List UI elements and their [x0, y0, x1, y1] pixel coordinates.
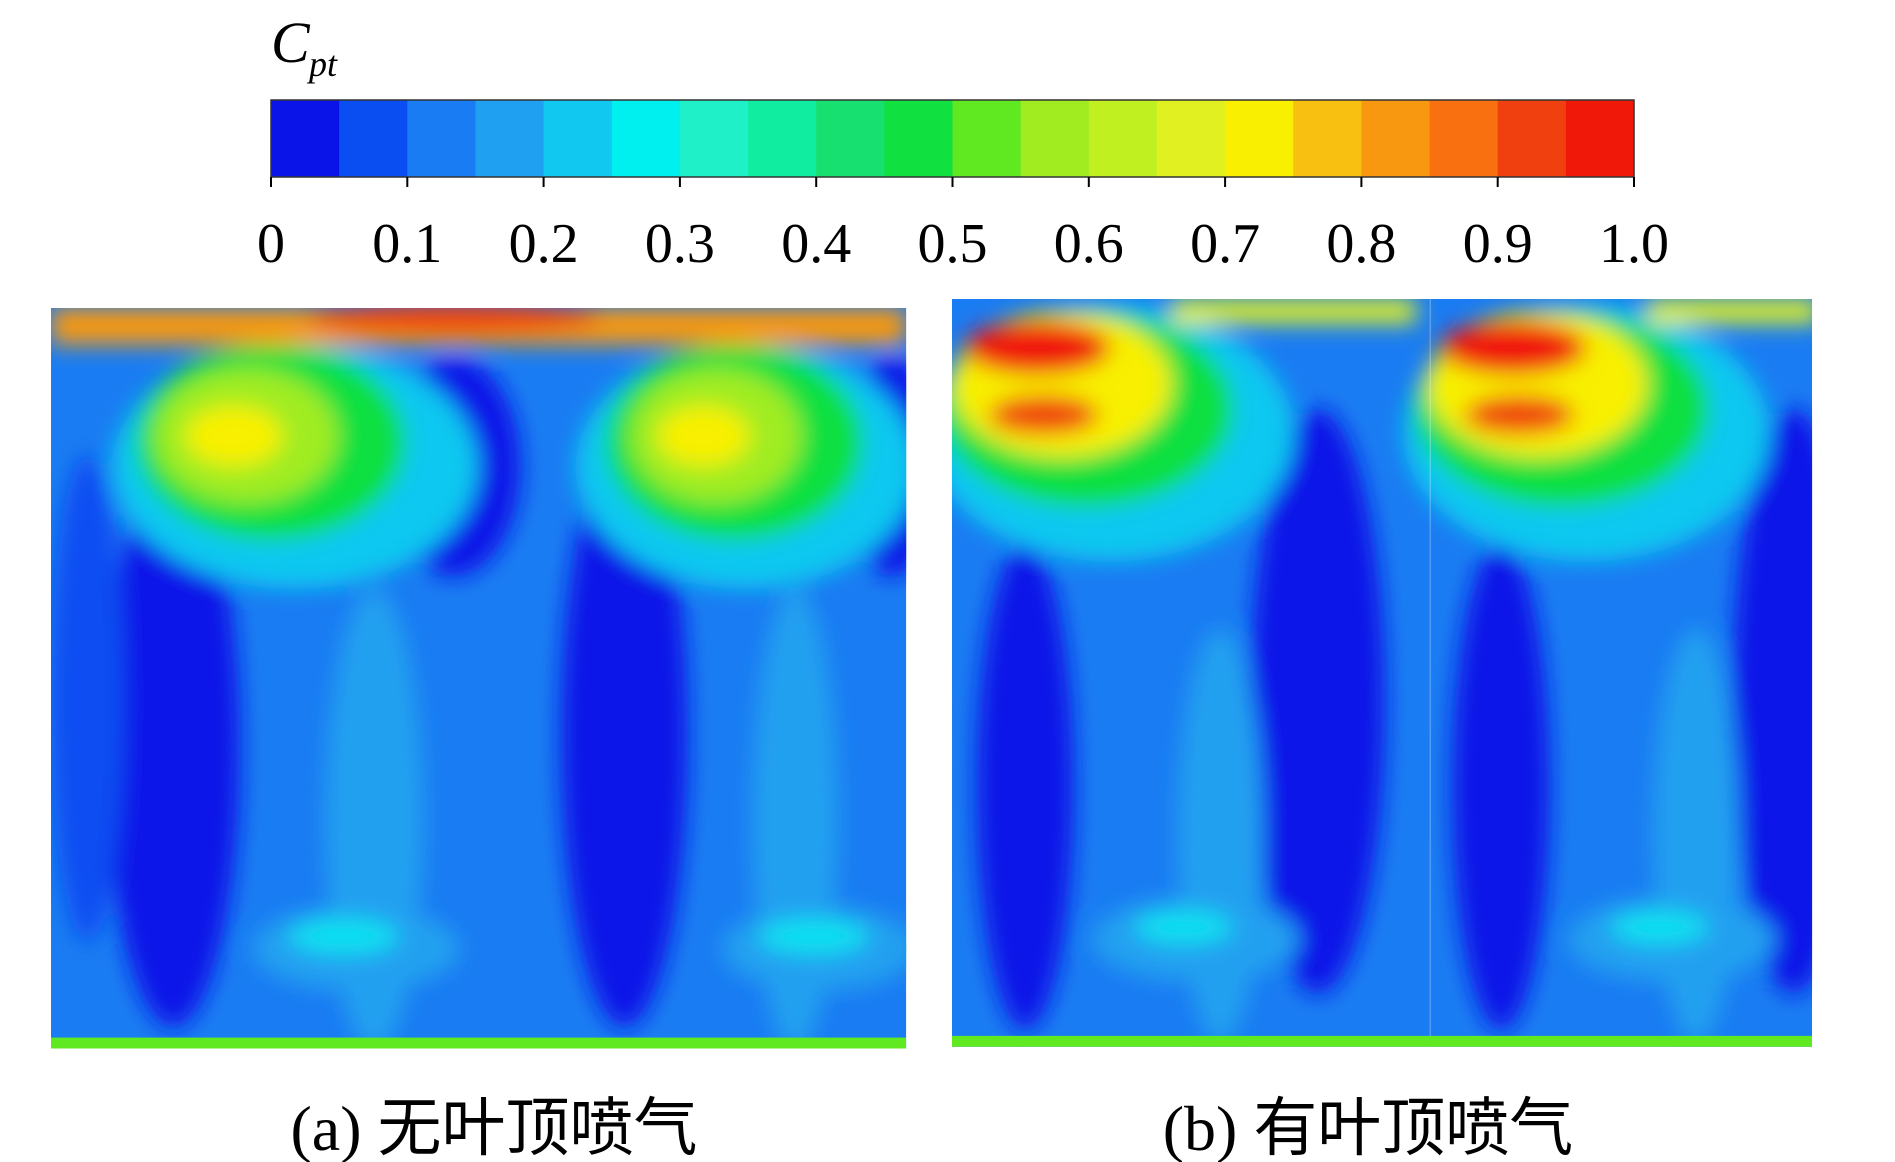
tick-label: 0.5 [918, 213, 988, 275]
colorbar-band [748, 100, 817, 177]
colorbar-band [1156, 100, 1226, 177]
colorbar-band [339, 100, 408, 177]
contour-panel-a [51, 308, 907, 1049]
colorbar-band [952, 100, 1022, 177]
contour-panel-b [952, 299, 1813, 1047]
colorbar-band [816, 100, 885, 177]
colorbar-band [1497, 100, 1567, 177]
colorbar-band [1088, 100, 1158, 177]
tick-label: 0.2 [509, 213, 579, 275]
tick-label: 0.4 [781, 213, 851, 275]
tick-label: 0.1 [372, 213, 442, 275]
colorbar: 0 0.1 0.2 0.3 0.4 0.5 0.6 0.7 0.8 0.9 1.0 [257, 99, 1669, 275]
tick-label: 0.9 [1463, 213, 1533, 275]
panel-caption: (b) 有叶顶喷气 [1163, 1093, 1574, 1162]
colorbar-band [543, 100, 613, 177]
colorbar-band [611, 100, 681, 177]
tick-label: 0.8 [1326, 213, 1396, 275]
colorbar-band [271, 100, 340, 177]
colorbar-band [1429, 100, 1499, 177]
colorbar-band [475, 100, 545, 177]
colorbar-band [679, 100, 749, 177]
tick-label: 0 [257, 213, 285, 275]
tick-label: 0.6 [1054, 213, 1124, 275]
colorbar-band [884, 100, 953, 177]
tick-label: 0.3 [645, 213, 715, 275]
colorbar-band [1361, 100, 1431, 177]
colorbar-band [1225, 100, 1294, 177]
colorbar-band [1020, 100, 1090, 177]
colorbar-band [1293, 100, 1362, 177]
colorbar-title: C [271, 10, 311, 75]
panel-caption: (a) 无叶顶喷气 [290, 1093, 697, 1162]
colorbar-title-sub: pt [306, 44, 338, 84]
tick-label: 1.0 [1599, 213, 1669, 275]
colorbar-band [407, 100, 476, 177]
colorbar-band [1565, 100, 1635, 177]
tick-label: 0.7 [1190, 213, 1260, 275]
